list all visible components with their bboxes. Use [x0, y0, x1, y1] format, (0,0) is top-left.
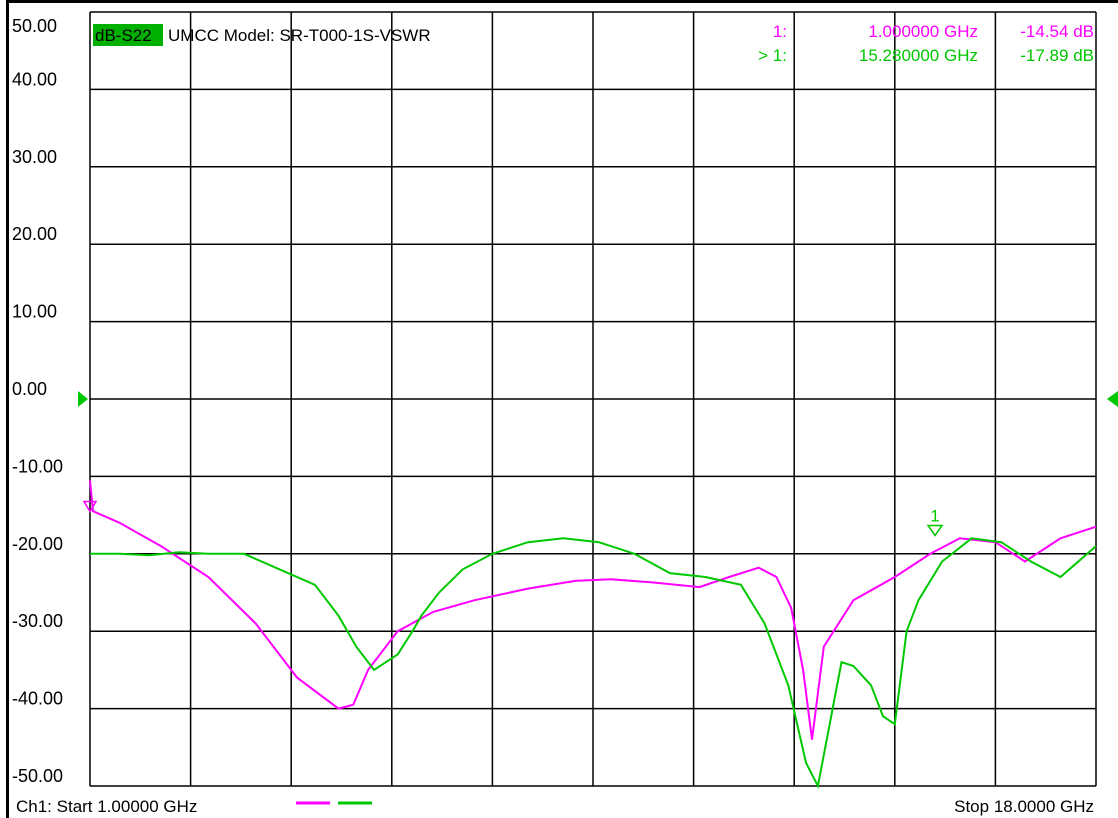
reference-level-left-marker [78, 391, 88, 407]
reference-markers [78, 391, 1118, 407]
y-tick-label: 20.00 [12, 224, 57, 244]
marker1-value: -14.54 dB [1020, 22, 1094, 41]
traces [89, 480, 1097, 790]
trace-magenta [89, 480, 1097, 740]
trace-green [90, 537, 1097, 790]
marker2-freq: 15.280000 GHz [859, 46, 978, 65]
marker-group: 1 [82, 500, 944, 537]
marker1-label: 1: [773, 22, 787, 41]
y-tick-label: -50.00 [12, 766, 63, 786]
marker-1-triangle [926, 524, 944, 537]
start-frequency: Ch1: Start 1.00000 GHz [16, 797, 197, 816]
y-tick-label: 40.00 [12, 69, 57, 89]
marker-1-flag: 1 [930, 506, 939, 525]
y-tick-label: -10.00 [12, 456, 63, 476]
marker2-label: > 1: [758, 46, 787, 65]
y-tick-label: 10.00 [12, 302, 57, 322]
stop-frequency: Stop 18.0000 GHz [954, 797, 1094, 816]
grid [89, 11, 1097, 787]
y-tick-label: 30.00 [12, 147, 57, 167]
y-tick-label: -40.00 [12, 689, 63, 709]
y-tick-label: 50.00 [12, 16, 57, 36]
frame-top-border [6, 0, 1118, 3]
marker1-freq: 1.000000 GHz [868, 22, 978, 41]
marker-magenta-triangle [82, 500, 98, 513]
frame-left-border [6, 0, 9, 818]
y-tick-label: -30.00 [12, 611, 63, 631]
marker2-value: -17.89 dB [1020, 46, 1094, 65]
trace-title: UMCC Model: SR-T000-1S-VSWR [168, 26, 431, 45]
trace-tag[interactable]: dB-S22 [95, 26, 152, 45]
reference-level-right-marker [1107, 391, 1118, 407]
y-tick-label: 0.00 [12, 379, 47, 399]
trace-tag-background [93, 24, 163, 46]
y-tick-label: -20.00 [12, 534, 63, 554]
y-axis-labels: 50.00 40.00 30.00 20.00 10.00 0.00 -10.00 -20.0… [12, 16, 63, 786]
